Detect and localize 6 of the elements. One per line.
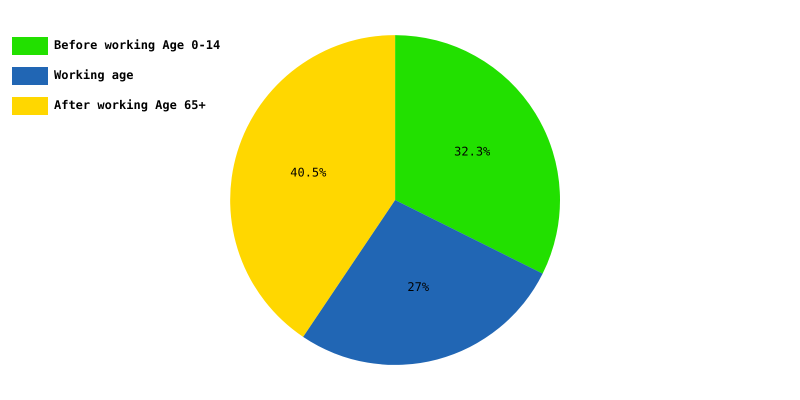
legend-label: Working age	[54, 68, 134, 82]
data-label: 40.5%	[290, 166, 328, 180]
legend-label: Before working Age 0-14	[54, 38, 220, 52]
data-label: 32.3%	[454, 144, 492, 158]
legend-label: After working Age 65+	[54, 98, 206, 112]
data-label: 27%	[407, 280, 430, 294]
